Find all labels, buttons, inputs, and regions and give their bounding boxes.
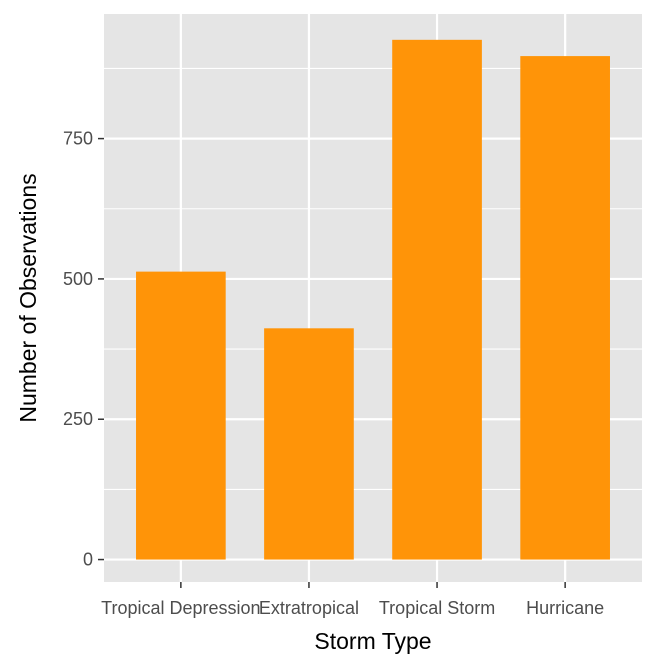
bar-extratropical (264, 328, 354, 560)
x-axis-title: Storm Type (314, 628, 431, 654)
y-axis-title: Number of Observations (15, 173, 41, 422)
bar-hurricane (520, 56, 610, 560)
y-axis: 0 250 500 750 (63, 129, 104, 570)
y-tick-label: 750 (63, 129, 93, 149)
x-tick-label: Tropical Storm (379, 598, 495, 618)
y-tick-label: 500 (63, 269, 93, 289)
x-tick-label: Tropical Depression (101, 598, 260, 618)
y-tick-label: 250 (63, 409, 93, 429)
y-tick-label: 0 (83, 550, 93, 570)
x-tick-label: Extratropical (259, 598, 359, 618)
bars (136, 39, 610, 560)
bar-tropical-storm (392, 39, 482, 560)
bar-tropical-depression (136, 271, 226, 560)
x-tick-label: Hurricane (526, 598, 604, 618)
